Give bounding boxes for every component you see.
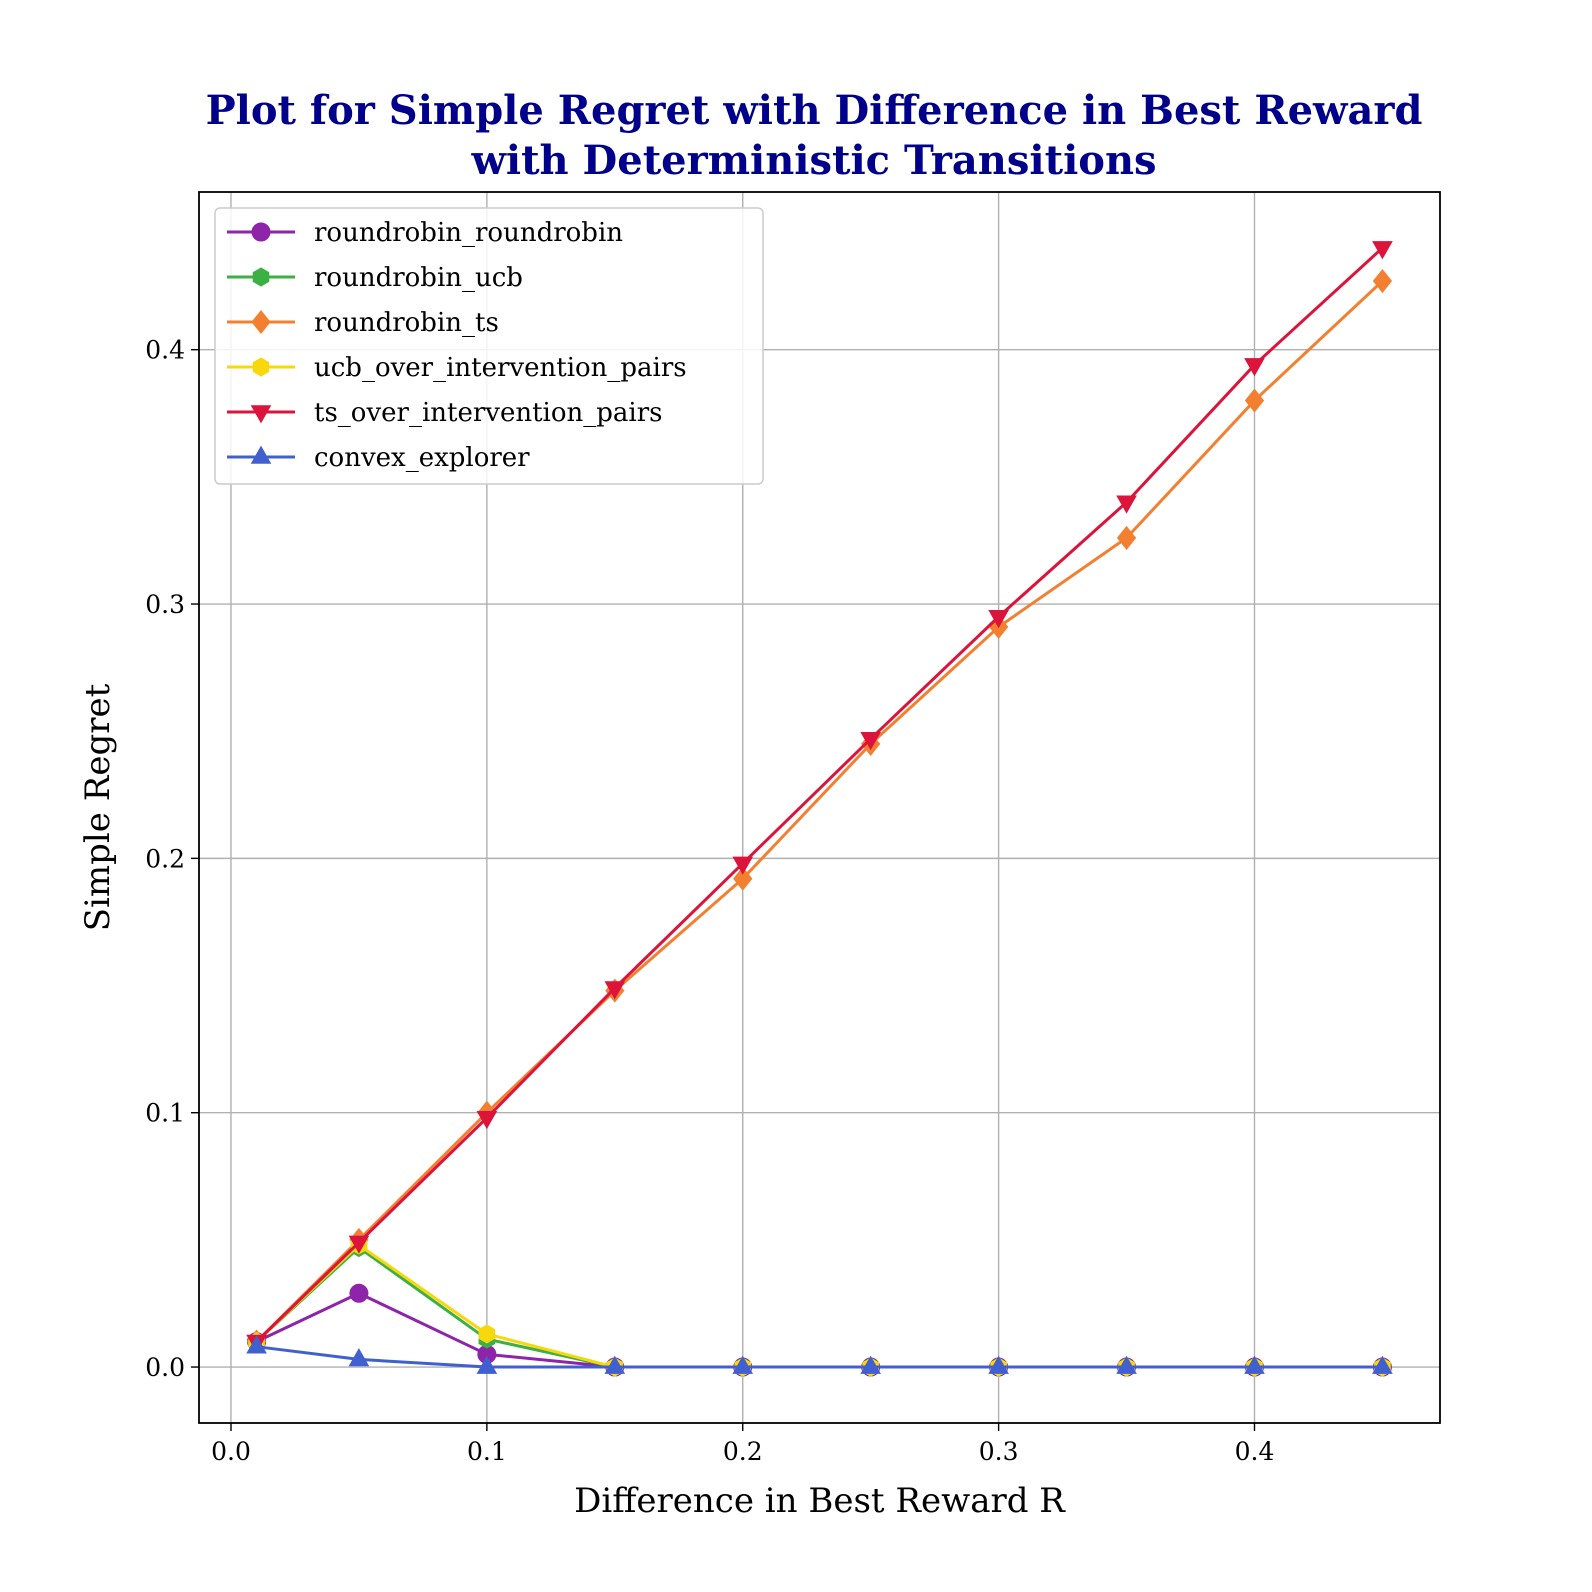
- legend-label: ucb_over_intervention_pairs: [314, 353, 687, 383]
- legend-marker: [251, 222, 271, 242]
- data-point: [1244, 1355, 1265, 1374]
- data-point: [246, 1335, 267, 1354]
- data-point: [478, 1324, 496, 1344]
- x-tick-label: 0.0: [211, 1437, 251, 1466]
- y-tick-label: 0.1: [145, 1099, 185, 1128]
- data-point: [1372, 241, 1393, 260]
- legend-entry: roundrobin_ts: [227, 308, 499, 338]
- plot-area-frame: [198, 191, 1441, 1424]
- series-line: [255, 246, 1384, 1343]
- data-point: [988, 1355, 1009, 1374]
- data-point: [1116, 495, 1137, 514]
- legend-box: [214, 207, 764, 485]
- data-point: [988, 609, 1009, 629]
- data-point: [1372, 1355, 1393, 1374]
- legend-marker: [251, 309, 271, 335]
- y-tick-label: 0.3: [145, 590, 185, 619]
- y-tick-label: 0.0: [145, 1353, 185, 1382]
- data-point: [1116, 525, 1137, 550]
- data-point: [476, 1355, 498, 1374]
- series-ts_over_intervention_pairs: [246, 241, 1393, 1353]
- ticks: 0.0 0.1 0.2 0.3 0.4 0.0 0.1 0.2 0.3 0.4: [145, 336, 1274, 1466]
- data-point: [732, 1355, 754, 1374]
- data-point: [1244, 388, 1265, 413]
- legend-label: roundrobin_ts: [314, 308, 499, 338]
- legend-entry: ucb_over_intervention_pairs: [227, 353, 687, 383]
- legend-label: roundrobin_ucb: [314, 263, 523, 293]
- legend-entry: roundrobin_ucb: [227, 263, 523, 293]
- legend-label: roundrobin_roundrobin: [314, 218, 623, 248]
- legend-label: ts_over_intervention_pairs: [314, 398, 663, 428]
- x-tick-label: 0.4: [1235, 1437, 1275, 1466]
- data-point: [860, 732, 881, 751]
- data-point: [733, 866, 753, 891]
- y-tick-label: 0.2: [145, 844, 185, 873]
- chart-title-line-1: Plot for Simple Regret with Difference i…: [206, 87, 1423, 134]
- legend-label: convex_explorer: [314, 443, 530, 473]
- data-point: [349, 1283, 369, 1303]
- data-point: [604, 981, 626, 1000]
- x-axis-label: Difference in Best Reward R: [574, 1481, 1066, 1521]
- x-tick-label: 0.1: [467, 1437, 507, 1466]
- legend-marker: [252, 357, 270, 377]
- data-point: [1116, 1355, 1137, 1374]
- data-point: [1372, 268, 1393, 294]
- data-point: [604, 1355, 626, 1374]
- data-point: [476, 1110, 498, 1130]
- legend-entry: ts_over_intervention_pairs: [227, 398, 663, 428]
- chart-title-line-2: with Deterministic Transitions: [470, 137, 1156, 184]
- legend: roundrobin_roundrobin roundrobin_ucbround…: [214, 207, 764, 485]
- y-axis-label: Simple Regret: [78, 683, 118, 931]
- data-point: [1244, 358, 1265, 377]
- series-line: [256, 1345, 1383, 1369]
- legend-entry: roundrobin_roundrobin: [227, 218, 623, 248]
- x-tick-label: 0.3: [979, 1437, 1019, 1466]
- legend-marker: [250, 405, 272, 424]
- plot-series: [246, 241, 1393, 1377]
- x-tick-label: 0.2: [723, 1437, 763, 1466]
- series-convex_explorer: [246, 1335, 1393, 1374]
- legend-marker: [252, 267, 270, 287]
- data-point: [348, 1235, 370, 1254]
- data-point: [860, 1355, 881, 1374]
- legend-marker: [250, 445, 272, 464]
- data-point: [348, 1348, 370, 1367]
- y-tick-label: 0.4: [145, 336, 185, 365]
- data-point: [732, 856, 754, 875]
- series-line: [255, 279, 1384, 1343]
- legend-entry: convex_explorer: [227, 443, 530, 473]
